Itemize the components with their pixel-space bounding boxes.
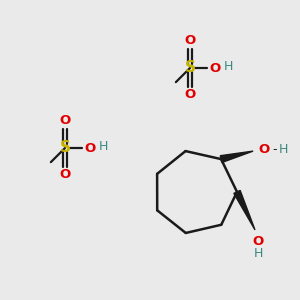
Text: O: O [84, 142, 96, 154]
Polygon shape [220, 151, 253, 163]
Text: O: O [59, 169, 70, 182]
Text: H: H [253, 248, 263, 260]
Text: H: H [278, 142, 288, 156]
Text: O: O [209, 61, 220, 74]
Text: O: O [59, 115, 70, 128]
Text: O: O [184, 88, 196, 101]
Text: H: H [223, 61, 233, 74]
Text: -: - [273, 142, 278, 156]
Text: O: O [252, 236, 264, 248]
Text: O: O [259, 142, 270, 156]
Text: H: H [98, 140, 108, 154]
Text: S: S [59, 140, 70, 155]
Polygon shape [234, 190, 255, 230]
Text: S: S [184, 61, 196, 76]
Text: O: O [184, 34, 196, 47]
